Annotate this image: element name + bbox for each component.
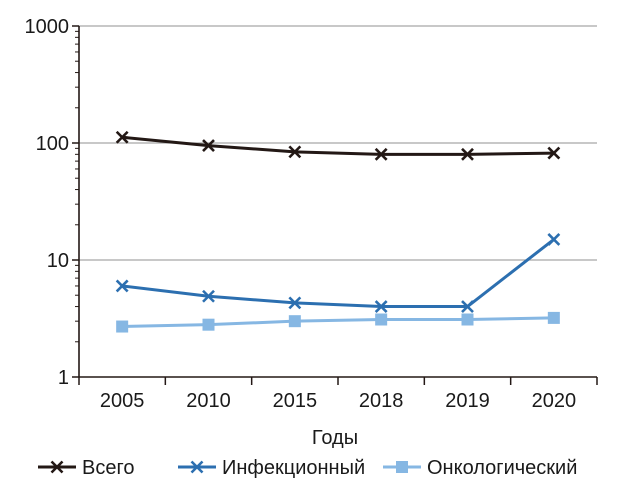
data-point — [374, 147, 388, 161]
data-point — [116, 320, 129, 333]
legend-label: Онкологический — [427, 457, 577, 479]
x-tick-label: 2015 — [273, 390, 318, 412]
data-point — [202, 139, 215, 153]
y-tick-labels: 1 10 100 1000 — [25, 16, 70, 389]
data-point — [202, 318, 215, 331]
legend-label: Инфекционный — [222, 457, 365, 479]
series-path — [122, 316, 554, 329]
series-path — [121, 238, 555, 309]
x-tick-label: 2019 — [445, 390, 490, 412]
y-tick-label: 10 — [47, 250, 69, 272]
series-path — [122, 135, 554, 156]
legend-label: Всего — [82, 457, 134, 479]
data-point — [115, 279, 129, 293]
data-point — [461, 300, 474, 313]
axes — [72, 25, 598, 385]
data-point — [288, 296, 302, 310]
data-point — [547, 232, 561, 246]
legend-entry: Всего — [38, 457, 134, 479]
series-line — [115, 232, 561, 313]
x-axis-title: Годы — [312, 427, 358, 449]
data-point — [288, 315, 301, 328]
x-tick-labels: 2005 2010 2015 2018 2019 2020 — [100, 390, 576, 412]
series — [115, 130, 561, 333]
grid-lines — [79, 25, 597, 261]
data-point — [202, 289, 215, 303]
data-point — [461, 147, 474, 161]
legend-entry: Инфекционный — [178, 457, 365, 479]
y-tick-label: 100 — [36, 133, 69, 155]
data-point — [547, 146, 561, 160]
data-point — [288, 145, 302, 159]
legend: Всего Инфекционный Онкологический — [38, 457, 577, 479]
data-point — [190, 460, 204, 474]
series-line — [115, 130, 561, 161]
data-point — [50, 460, 64, 474]
y-tick-label: 1000 — [25, 16, 70, 38]
legend-entry: Онкологический — [383, 457, 577, 479]
x-tick-label: 2020 — [532, 390, 577, 412]
data-point — [461, 313, 474, 326]
series-line — [116, 311, 560, 333]
x-tick-label: 2010 — [186, 390, 231, 412]
data-point — [547, 311, 560, 324]
data-point — [115, 130, 129, 144]
data-point — [374, 300, 388, 313]
data-point — [375, 313, 388, 326]
x-tick-label: 2005 — [100, 390, 145, 412]
data-point — [396, 461, 408, 473]
x-tick-label: 2018 — [359, 390, 404, 412]
y-tick-label: 1 — [58, 367, 69, 389]
